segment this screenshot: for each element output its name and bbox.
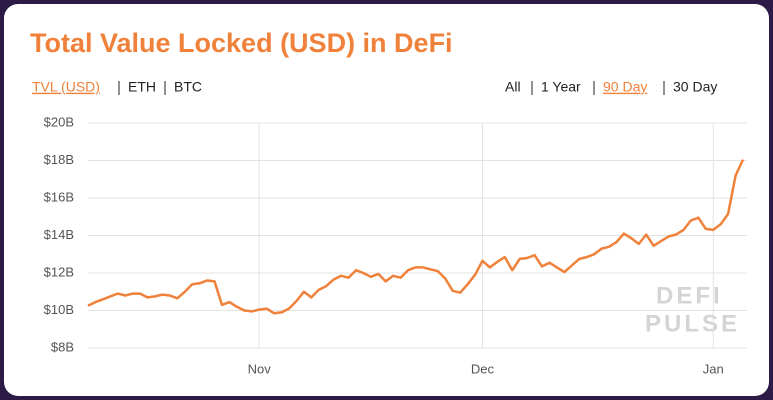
line [87,159,745,315]
tab[interactable]: BTC [174,79,202,95]
card [4,4,769,396]
range-tab[interactable]: 30 Day [673,79,717,95]
range-tab[interactable]: All [505,79,521,95]
y-tick-label: $10B [44,302,74,317]
x-tick-label: Dec [471,361,495,376]
watermark: PULSE [645,310,740,337]
tab[interactable]: ETH [128,79,156,95]
x-tick-label: Jan [703,361,724,376]
watermark: DEFI [656,282,723,309]
range-tab[interactable]: 90 Day [603,79,647,95]
x-tick-label: Nov [248,361,272,376]
y-tick-label: $8B [51,339,74,354]
y-tick-label: $12B [44,264,74,279]
y-tick-label: $14B [44,227,74,242]
y-tick-label: $20B [44,114,74,129]
y-tick-label: $18B [44,152,74,167]
y-tick-label: $16B [44,189,74,204]
chart-title: Total Value Locked (USD) in DeFi [30,28,453,58]
tab[interactable]: TVL (USD) [32,79,100,95]
range-tab[interactable]: 1 Year [541,79,581,95]
